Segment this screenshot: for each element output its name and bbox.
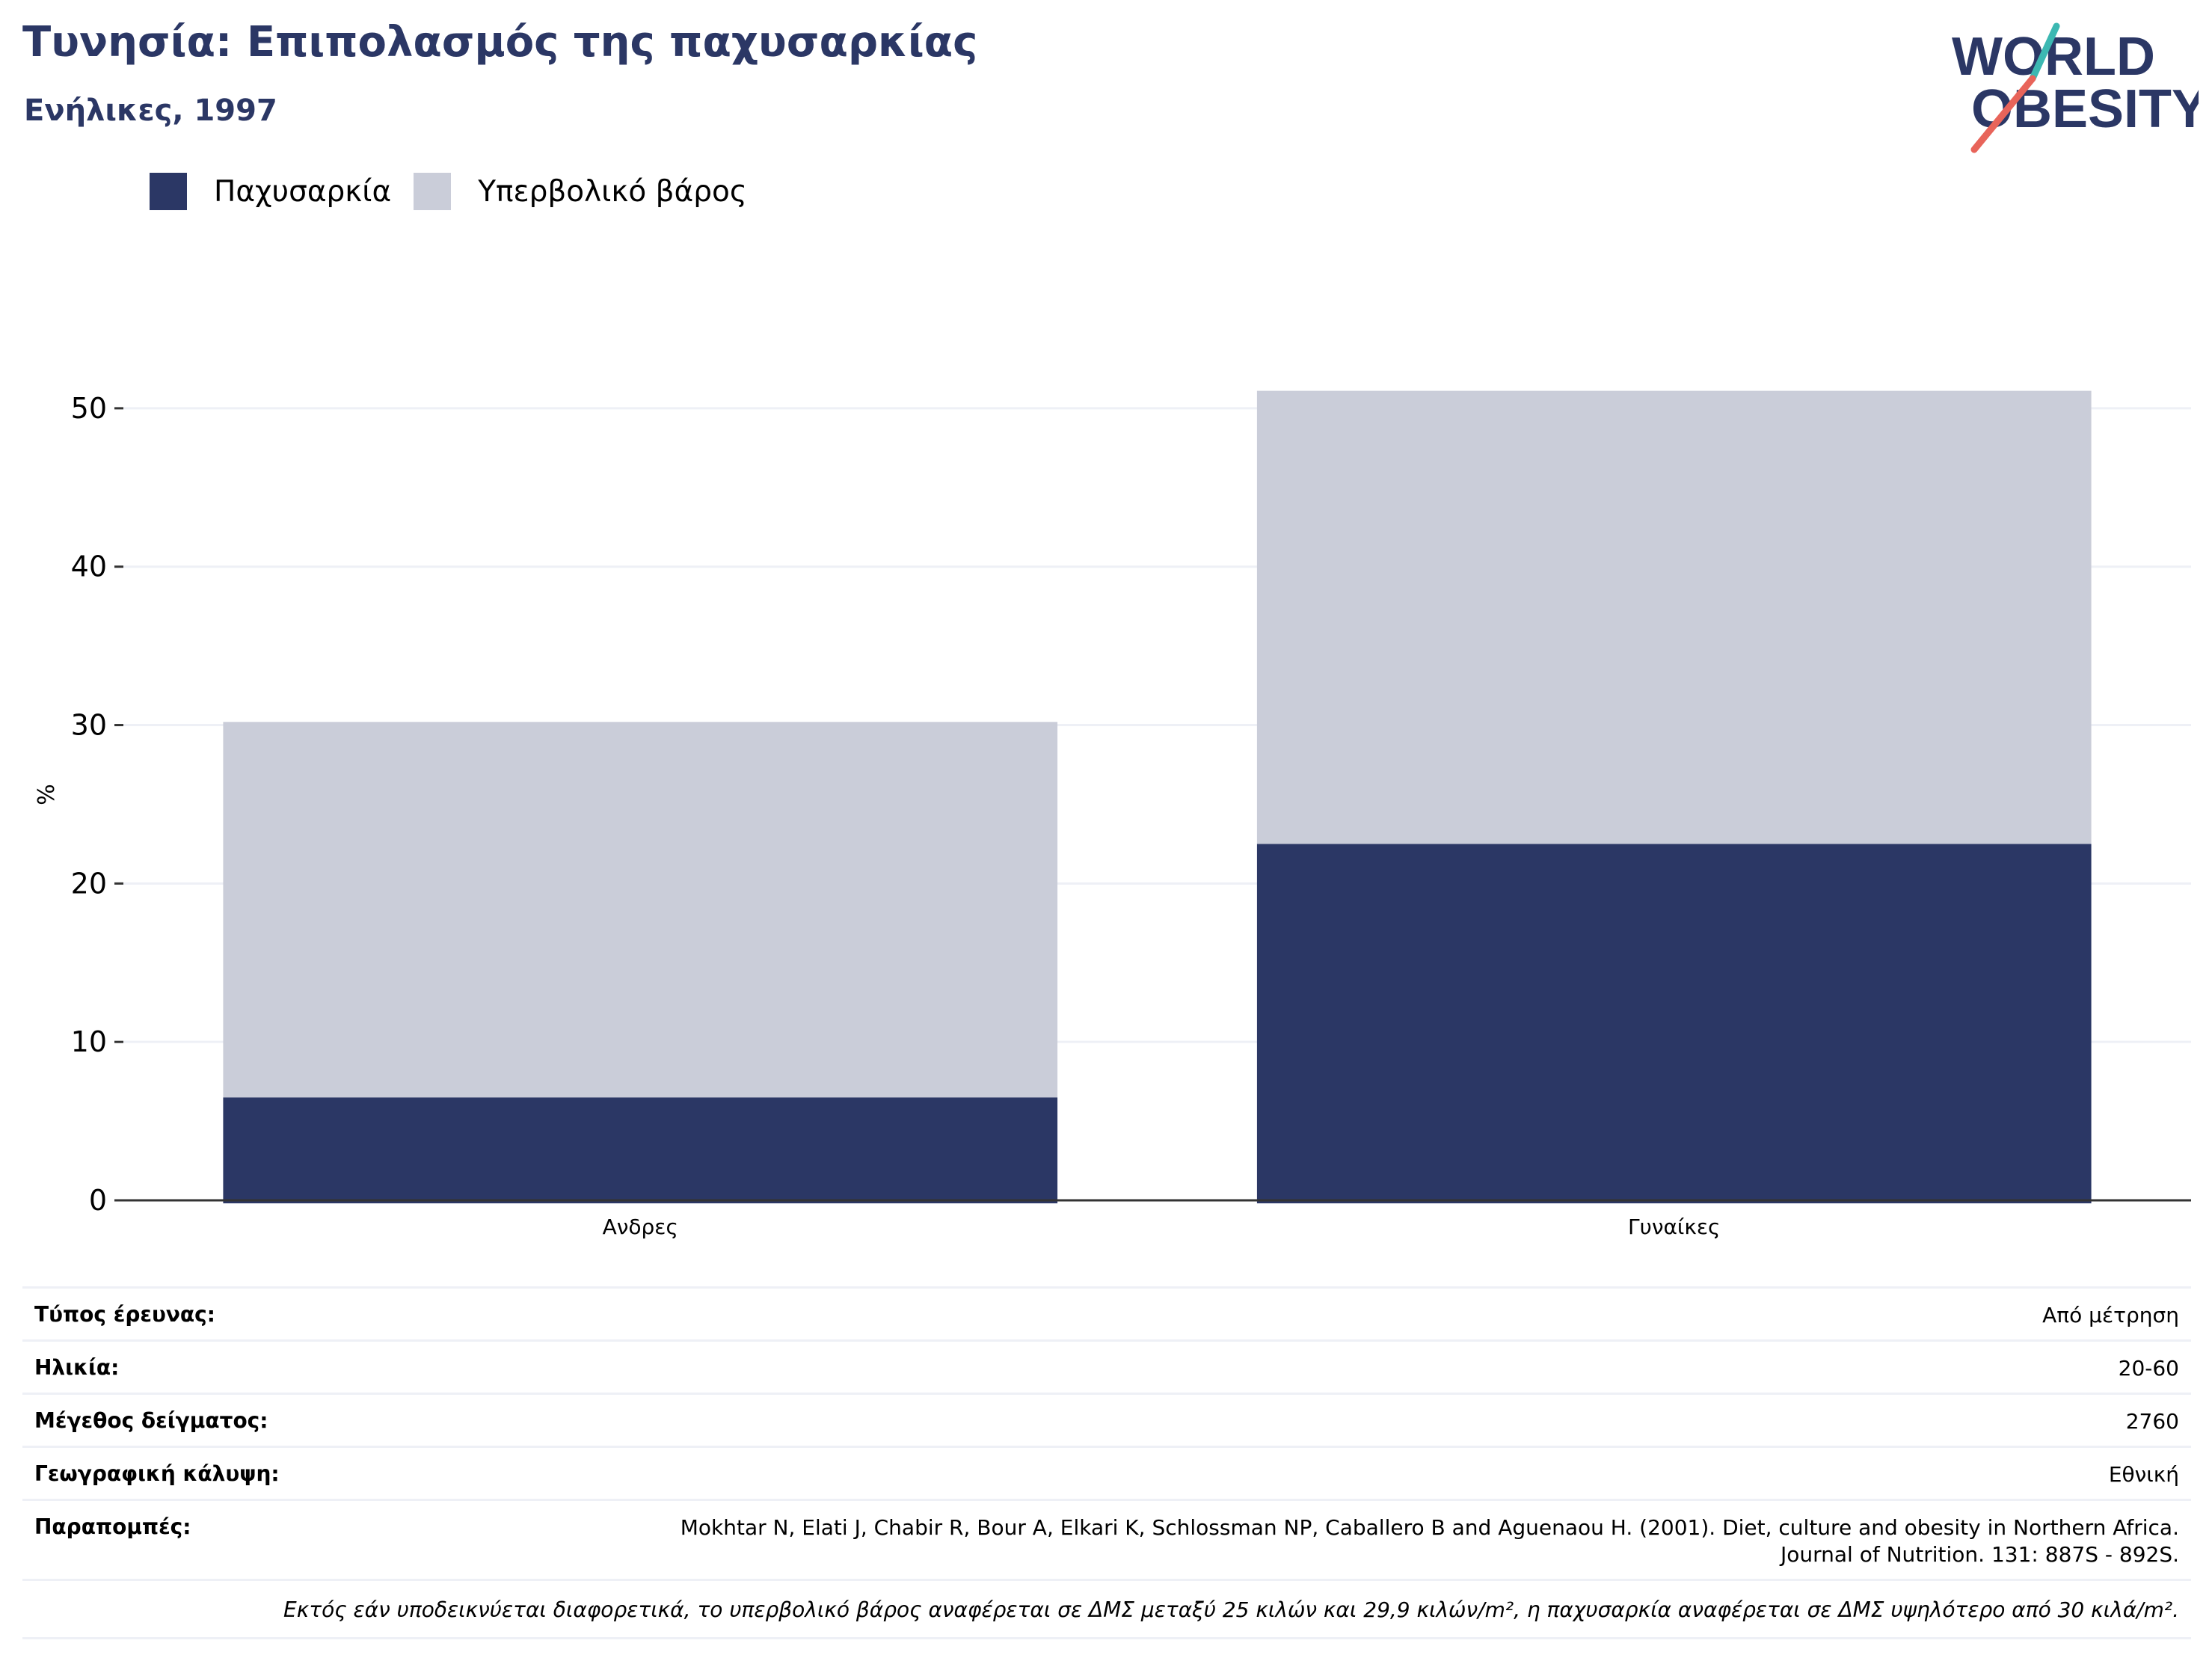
meta-row-sample-size: Μέγεθος δείγματος: 2760 [22, 1393, 2191, 1446]
legend-item-overweight: Υπερβολικό βάρος [414, 173, 747, 210]
meta-row-age: Ηλικία: 20-60 [22, 1339, 2191, 1393]
legend-label-overweight: Υπερβολικό βάρος [478, 174, 747, 209]
meta-value: Από μέτρηση [2042, 1303, 2179, 1327]
meta-label: Γεωγραφική κάλυψη: [34, 1461, 280, 1486]
bar-obesity [1256, 844, 2092, 1203]
world-obesity-logo: WORLD OBESITY [1952, 22, 2199, 153]
y-tick-label: 50 [71, 392, 107, 425]
meta-label: Μέγεθος δείγματος: [34, 1408, 268, 1433]
y-tick-label: 10 [71, 1025, 107, 1058]
stacked-bar-chart: 0 10 20 30 40 50% Ανδρες Γυναίκες [34, 390, 2191, 1239]
y-tick-label: 40 [71, 550, 107, 583]
meta-value-references: Mokhtar N, Elati J, Chabir R, Bour A, El… [680, 1515, 2179, 1567]
y-tick-label: 20 [71, 867, 107, 900]
y-tick-label: 0 [89, 1184, 107, 1217]
bar-overweight [1256, 390, 2092, 844]
legend-swatch-overweight [414, 173, 452, 210]
meta-label: Τύπος έρευνας: [34, 1302, 215, 1327]
logo-slash-teal [2029, 22, 2060, 82]
y-axis-label: % [34, 784, 60, 805]
chart-title: Τυνησία: Επιπολασμός της παχυσαρκίας [22, 18, 978, 67]
definition-note: Εκτός εάν υποδεικνύεται διαφορετικά, το … [22, 1579, 2191, 1639]
meta-value: 2760 [2125, 1409, 2179, 1434]
legend-label-obesity: Παχυσαρκία [214, 174, 392, 209]
survey-details-table: Τύπος έρευνας: Από μέτρηση Ηλικία: 20-60… [22, 1286, 2191, 1639]
meta-row-survey-type: Τύπος έρευνας: Από μέτρηση [22, 1286, 2191, 1339]
x-tick-label: Γυναίκες [1628, 1215, 1720, 1239]
meta-value: 20-60 [2118, 1356, 2179, 1381]
legend-item-obesity: Παχυσαρκία [150, 173, 391, 210]
bar-obesity [223, 1097, 1058, 1203]
meta-row-coverage: Γεωγραφική κάλυψη: Εθνική [22, 1446, 2191, 1499]
bar-overweight [223, 722, 1058, 1098]
logo-slash-coral [1970, 75, 2036, 153]
x-tick-label: Ανδρες [603, 1215, 678, 1239]
meta-label: Ηλικία: [34, 1355, 120, 1380]
legend: Παχυσαρκία Υπερβολικό βάρος [150, 172, 769, 211]
chart-subtitle: Ενήλικες, 1997 [24, 93, 277, 128]
meta-value: Εθνική [2108, 1462, 2179, 1487]
legend-swatch-obesity [150, 173, 187, 210]
meta-label: Παραπομπές: [34, 1514, 191, 1539]
meta-row-references: Παραπομπές: Mokhtar N, Elati J, Chabir R… [22, 1499, 2191, 1579]
y-tick-label: 30 [71, 709, 107, 742]
